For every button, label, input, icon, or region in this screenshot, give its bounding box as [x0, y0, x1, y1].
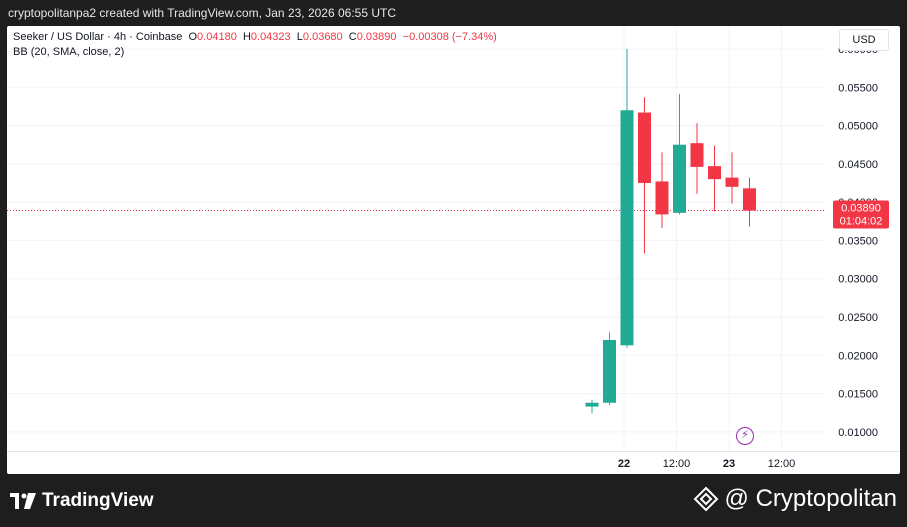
y-tick-label: 0.05000 — [838, 121, 878, 133]
y-tick-label: 0.04500 — [838, 159, 878, 171]
price-badge-countdown: 01:04:02 — [840, 216, 883, 228]
attribution-text: cryptopolitanpa2 created with TradingVie… — [8, 6, 397, 20]
candle-body — [585, 402, 599, 407]
watermark-text: @ Cryptopolitan — [724, 485, 897, 512]
tradingview-logo: TradingView — [10, 490, 154, 512]
x-tick-label: 12:00 — [768, 458, 796, 470]
chart-panel[interactable]: 0.060000.055000.050000.045000.040000.035… — [7, 26, 900, 474]
candle-body — [743, 188, 756, 211]
price-badge — [833, 200, 889, 229]
y-tick-label: 0.03000 — [838, 274, 878, 286]
currency-button[interactable]: USD — [839, 29, 889, 51]
high-value: 0.04323 — [250, 31, 291, 43]
indicator-legend[interactable]: BB (20, SMA, close, 2) — [13, 46, 125, 58]
candle-body — [655, 181, 669, 215]
y-tick-label: 0.05500 — [838, 82, 878, 94]
diamond-logo-icon — [693, 486, 718, 512]
y-tick-label: 0.02500 — [838, 312, 878, 324]
y-tick-label: 0.02000 — [838, 350, 878, 362]
candle-body — [603, 339, 616, 403]
x-tick-label: 12:00 — [663, 458, 691, 470]
candle-body — [673, 144, 686, 213]
open-value: 0.04180 — [197, 31, 237, 43]
x-tick-label: 23 — [723, 458, 735, 470]
symbol-legend: Seeker / US Dollar · 4h · Coinbase O0.04… — [13, 31, 497, 43]
cryptopolitan-watermark: @ Cryptopolitan — [693, 485, 897, 513]
y-tick-label: 0.01500 — [838, 389, 878, 401]
x-tick-label: 22 — [618, 458, 630, 470]
symbol-name[interactable]: Seeker / US Dollar · 4h · Coinbase — [13, 31, 183, 43]
y-tick-label: 0.03500 — [838, 235, 878, 247]
price-badge-value: 0.03890 — [841, 203, 881, 215]
candle-body — [620, 110, 634, 346]
candle-body — [725, 177, 739, 187]
lightning-icon[interactable]: ⚡ — [736, 427, 754, 445]
change-value: −0.00308 (−7.34%) — [402, 31, 497, 43]
attribution-bar: cryptopolitanpa2 created with TradingVie… — [0, 0, 907, 26]
candle-body — [690, 143, 704, 167]
tradingview-logo-icon — [10, 493, 36, 509]
y-tick-label: 0.01000 — [838, 427, 878, 439]
candle-body — [638, 112, 651, 183]
low-value: 0.03680 — [302, 31, 343, 43]
candlestick-chart[interactable]: 0.060000.055000.050000.045000.040000.035… — [7, 26, 900, 474]
close-value: 0.03890 — [356, 31, 397, 43]
candle-body — [708, 166, 721, 180]
footer-bar: TradingView @ Cryptopolitan — [0, 474, 907, 527]
tradingview-brand-text: TradingView — [42, 490, 154, 511]
